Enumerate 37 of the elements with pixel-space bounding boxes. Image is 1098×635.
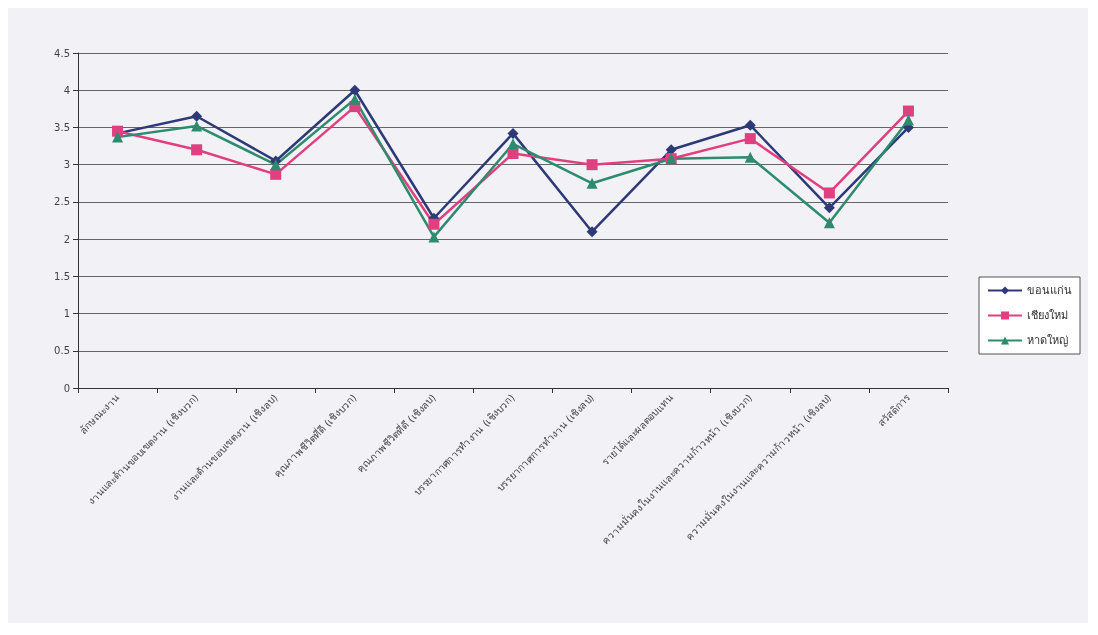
point bbox=[823, 202, 835, 214]
point bbox=[586, 177, 598, 189]
point bbox=[744, 133, 756, 145]
point bbox=[902, 105, 914, 117]
point bbox=[191, 110, 203, 122]
point bbox=[349, 93, 361, 105]
point bbox=[428, 231, 440, 243]
point bbox=[428, 218, 440, 230]
point bbox=[270, 159, 282, 171]
y-tick-label: 1 bbox=[63, 308, 70, 320]
legend-label: หาดใหญ่ bbox=[1027, 334, 1068, 347]
point bbox=[823, 187, 835, 199]
point bbox=[191, 120, 203, 132]
y-tick-label: 2.5 bbox=[54, 196, 70, 208]
point bbox=[112, 131, 124, 143]
y-tick-label: 3.5 bbox=[54, 121, 70, 133]
y-tick-label: 2 bbox=[63, 233, 70, 245]
point bbox=[744, 151, 756, 163]
point bbox=[507, 127, 519, 139]
y-tick-label: 4 bbox=[63, 84, 70, 96]
point bbox=[823, 217, 835, 229]
point bbox=[270, 168, 282, 180]
point bbox=[744, 119, 756, 131]
point bbox=[507, 148, 519, 159]
y-tick-label: 0.5 bbox=[54, 345, 70, 357]
point bbox=[349, 84, 361, 96]
legend-label: ขอนแก่น bbox=[1027, 284, 1072, 297]
point bbox=[586, 159, 598, 171]
y-tick-label: 3 bbox=[63, 159, 70, 171]
point bbox=[902, 114, 914, 126]
point bbox=[191, 144, 203, 156]
y-tick-label: 0 bbox=[63, 382, 70, 394]
point bbox=[507, 138, 519, 150]
legend-label: เชียงใหม่ bbox=[1027, 309, 1068, 322]
point bbox=[586, 226, 598, 238]
y-tick-label: 1.5 bbox=[54, 270, 70, 282]
y-tick-label: 4.5 bbox=[54, 47, 70, 59]
